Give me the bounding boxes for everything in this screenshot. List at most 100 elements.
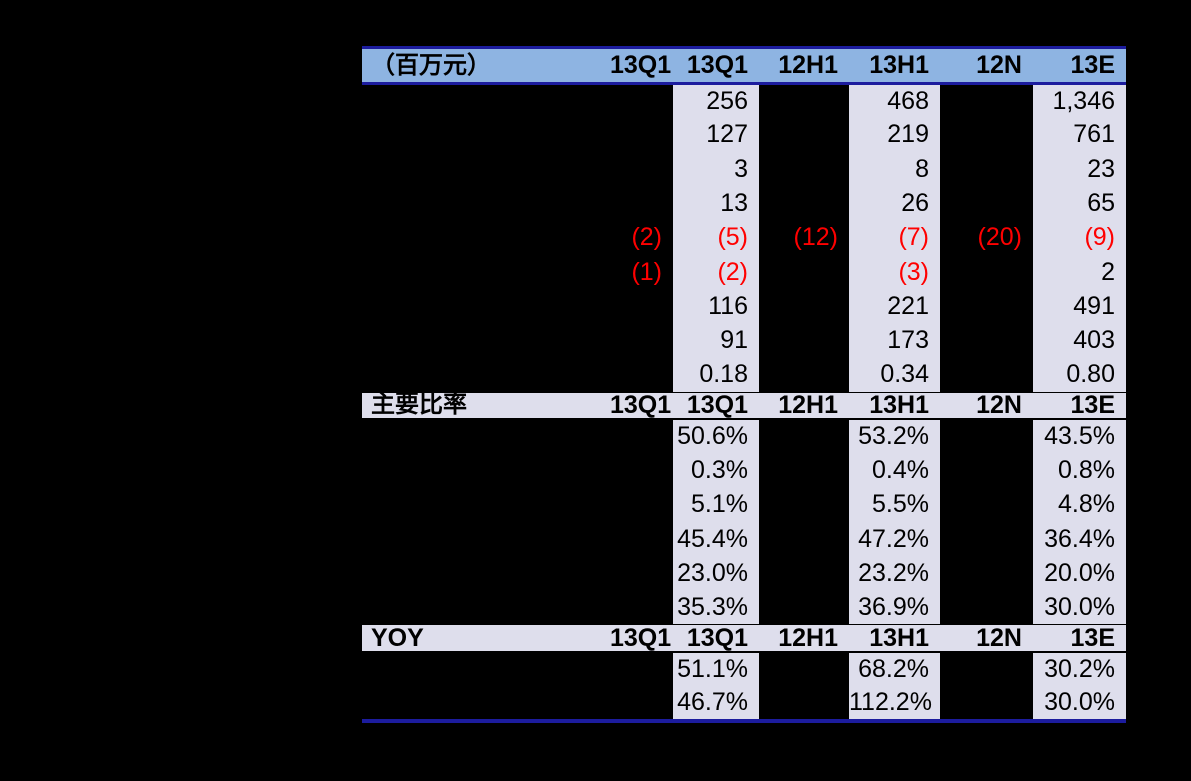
period-header: 12N	[976, 624, 1022, 652]
value-cell: 46.7%	[673, 686, 759, 721]
value-cell: 65	[1033, 186, 1126, 221]
table-row: 256 468 1,346	[362, 83, 1126, 118]
value-cell	[610, 289, 673, 323]
value-cell	[610, 152, 673, 186]
value-cell	[940, 152, 1033, 186]
row-label	[362, 652, 610, 686]
section-header-row: YOY 13Q1 13Q1 12H1 13H1 12N 13E	[362, 624, 1126, 652]
value-cell: 0.8%	[1033, 453, 1126, 488]
value-cell	[940, 522, 1033, 556]
value-cell: (3)	[849, 254, 940, 290]
period-header: 13Q1	[686, 624, 748, 652]
value-cell	[940, 324, 1033, 358]
value-cell: 0.34	[849, 357, 940, 393]
row-label	[362, 84, 610, 118]
value-cell	[759, 84, 849, 118]
value-cell: 0.80	[1033, 357, 1126, 393]
table-row: 23.0% 23.2% 20.0%	[362, 556, 1126, 591]
table-row: 13 26 65	[362, 186, 1126, 221]
value-cell	[940, 556, 1033, 590]
row-label	[362, 591, 610, 625]
value-cell	[759, 488, 849, 522]
value-cell	[940, 255, 1033, 289]
value-cell	[610, 591, 673, 625]
period-header: 12N	[976, 51, 1022, 79]
value-cell: (2)	[631, 223, 662, 252]
value-cell	[940, 686, 1033, 720]
value-cell: 403	[1033, 323, 1126, 358]
value-cell: 112.2%	[849, 686, 940, 721]
value-cell: 23.2%	[849, 556, 940, 591]
row-label	[362, 221, 610, 255]
table-row: 116 221 491	[362, 289, 1126, 324]
value-cell	[759, 591, 849, 625]
value-cell: 68.2%	[849, 651, 940, 687]
value-cell	[940, 453, 1033, 487]
value-cell: (1)	[631, 257, 662, 286]
table-main-header-row: （百万元） 13Q1 13Q1 12H1 13H1 12N 13E	[362, 47, 1126, 84]
value-cell	[759, 289, 849, 323]
financial-table-container: （百万元） 13Q1 13Q1 12H1 13H1 12N 13E 256 468 1,346 12…	[362, 46, 1126, 723]
value-cell: 91	[673, 323, 759, 358]
value-cell: 468	[849, 83, 940, 118]
value-cell: 221	[849, 289, 940, 324]
value-cell: 36.4%	[1033, 522, 1126, 557]
section-title: 主要比率	[371, 392, 467, 419]
period-header: 12H1	[778, 51, 838, 79]
value-cell: 127	[673, 117, 759, 153]
table-row: 0.3% 0.4% 0.8%	[362, 453, 1126, 488]
value-cell	[610, 488, 673, 522]
value-cell: 2	[1033, 254, 1126, 290]
table-row: (2) (5) (12) (7) (20) (9)	[362, 220, 1126, 255]
value-cell	[759, 556, 849, 590]
period-header: 13Q1	[610, 51, 672, 79]
value-cell: 3	[673, 152, 759, 187]
value-cell: 0.18	[673, 357, 759, 393]
value-cell: 53.2%	[849, 419, 940, 454]
value-cell	[610, 652, 673, 686]
section-header-row: 主要比率 13Q1 13Q1 12H1 13H1 12N 13E	[362, 392, 1126, 420]
table-row: 5.1% 5.5% 4.8%	[362, 487, 1126, 523]
period-header: 12H1	[778, 392, 838, 419]
value-cell	[610, 453, 673, 487]
row-label	[362, 118, 610, 152]
period-header: 12H1	[778, 624, 838, 652]
row-label	[362, 255, 610, 289]
row-label	[362, 419, 610, 453]
value-cell: 20.0%	[1033, 556, 1126, 591]
value-cell: 116	[673, 289, 759, 324]
value-cell: 36.9%	[849, 590, 940, 625]
row-label	[362, 324, 610, 358]
row-label	[362, 686, 610, 720]
value-cell	[759, 686, 849, 720]
row-label	[362, 152, 610, 186]
value-cell	[759, 152, 849, 186]
value-cell: 30.0%	[1033, 686, 1126, 721]
value-cell: 35.3%	[673, 590, 759, 625]
value-cell: (5)	[673, 220, 759, 255]
value-cell: 23.0%	[673, 556, 759, 591]
table-row: 127 219 761	[362, 117, 1126, 153]
value-cell: 219	[849, 117, 940, 153]
value-cell	[759, 358, 849, 392]
value-cell: 51.1%	[673, 651, 759, 687]
value-cell	[940, 186, 1033, 220]
value-cell: 4.8%	[1033, 487, 1126, 523]
value-cell: (7)	[849, 220, 940, 255]
value-cell	[759, 453, 849, 487]
value-cell: 173	[849, 323, 940, 358]
period-header: 13Q1	[686, 51, 748, 79]
value-cell: 47.2%	[849, 522, 940, 557]
table-row: (1) (2) (3) 2	[362, 254, 1126, 290]
value-cell: 43.5%	[1033, 419, 1126, 454]
period-header: 13E	[1070, 392, 1115, 419]
table-row: 51.1% 68.2% 30.2%	[362, 651, 1126, 687]
value-cell	[759, 255, 849, 289]
value-cell: 30.0%	[1033, 590, 1126, 625]
value-cell: 23	[1033, 152, 1126, 187]
value-cell	[759, 652, 849, 686]
value-cell	[940, 358, 1033, 392]
period-header: 13Q1	[686, 392, 748, 419]
value-cell	[610, 522, 673, 556]
